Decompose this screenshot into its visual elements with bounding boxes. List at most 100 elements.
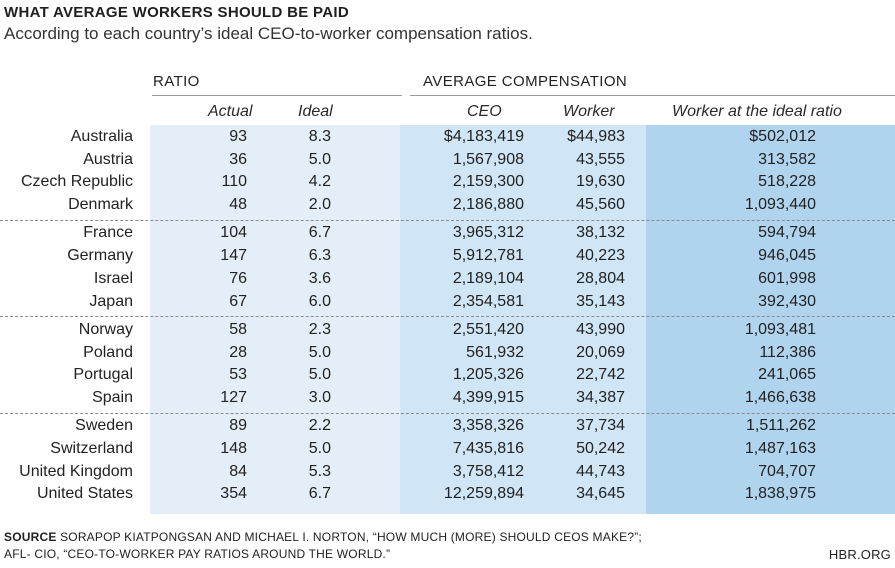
actual-ratio-cell: 53	[229, 366, 247, 384]
country-cell: Portugal	[73, 366, 133, 384]
worker-ideal-compensation-cell: 946,045	[758, 247, 816, 265]
source-text-line-1: SORAPOP KIATPONGSAN AND MICHAEL I. NORTO…	[56, 530, 642, 544]
ceo-compensation-cell: 1,205,326	[452, 366, 524, 384]
country-cell: Japan	[89, 292, 133, 310]
ideal-ratio-cell: 6.7	[308, 224, 331, 242]
worker-compensation-cell: 34,387	[576, 388, 625, 406]
worker-compensation-cell: 45,560	[576, 196, 625, 214]
country-cell: France	[83, 224, 133, 242]
actual-ratio-cell: 76	[229, 269, 247, 287]
worker-compensation-cell: 38,132	[576, 224, 625, 242]
actual-ratio-cell: 89	[229, 417, 247, 435]
ideal-worker-column-background	[646, 125, 895, 514]
worker-compensation-cell: 43,555	[576, 150, 625, 168]
worker-ideal-compensation-cell: 1,093,440	[744, 196, 816, 214]
country-cell: United Kingdom	[19, 462, 133, 480]
ideal-ratio-cell: 2.2	[308, 417, 331, 435]
country-cell: Switzerland	[50, 439, 133, 457]
group-header-ratio: RATIO	[153, 73, 200, 90]
publisher-credit: HBR.ORG	[828, 547, 891, 562]
column-header-actual: Actual	[208, 103, 253, 120]
actual-ratio-cell: 127	[220, 388, 247, 406]
country-cell: Australia	[70, 128, 133, 145]
ideal-ratio-cell: 6.7	[308, 485, 331, 503]
ideal-ratio-cell: 6.0	[308, 292, 331, 310]
ideal-ratio-cell: 8.3	[308, 128, 331, 145]
ideal-ratio-cell: 5.0	[308, 366, 331, 384]
ideal-ratio-cell: 5.0	[308, 343, 331, 361]
column-header-ideal: Ideal	[298, 103, 333, 120]
actual-ratio-cell: 93	[229, 128, 247, 145]
source-note: SOURCE SORAPOP KIATPONGSAN AND MICHAEL I…	[4, 530, 642, 544]
worker-compensation-cell: 43,990	[576, 320, 625, 338]
worker-compensation-cell: 19,630	[576, 173, 625, 191]
compensation-columns-background	[400, 125, 646, 514]
country-cell: Poland	[83, 343, 133, 361]
ceo-compensation-cell: 2,354,581	[452, 292, 524, 310]
actual-ratio-cell: 36	[229, 150, 247, 168]
ceo-compensation-cell: 12,259,894	[443, 485, 524, 503]
worker-ideal-compensation-cell: 1,487,163	[744, 439, 816, 457]
group-header-average-compensation: AVERAGE COMPENSATION	[423, 73, 628, 90]
worker-compensation-cell: 40,223	[576, 247, 625, 265]
ceo-compensation-cell: 561,932	[466, 343, 524, 361]
worker-ideal-compensation-cell: 704,707	[758, 462, 816, 480]
ceo-compensation-cell: 2,189,104	[452, 269, 524, 287]
ideal-ratio-cell: 5.0	[308, 150, 331, 168]
worker-ideal-compensation-cell: 1,466,638	[744, 388, 816, 406]
actual-ratio-cell: 67	[229, 292, 247, 310]
column-header-worker: Worker	[563, 103, 615, 120]
ratio-columns-background	[150, 125, 400, 514]
actual-ratio-cell: 84	[229, 462, 247, 480]
worker-ideal-compensation-cell: 1,511,262	[746, 417, 816, 435]
ideal-ratio-cell: 2.0	[308, 196, 331, 214]
ceo-compensation-cell: 7,435,816	[452, 439, 524, 457]
ceo-compensation-cell: $4,183,419	[443, 128, 524, 145]
source-label: SOURCE	[4, 530, 57, 544]
compensation-group-rule	[410, 95, 895, 96]
group-separator	[0, 412, 895, 414]
worker-ideal-compensation-cell: 313,582	[758, 150, 816, 168]
country-cell: Norway	[78, 320, 133, 338]
ideal-ratio-cell: 5.0	[308, 439, 331, 457]
ceo-compensation-cell: 3,358,326	[452, 417, 524, 435]
worker-compensation-cell: 20,069	[576, 343, 625, 361]
actual-ratio-cell: 104	[220, 224, 247, 242]
worker-ideal-compensation-cell: 518,228	[758, 173, 816, 191]
country-cell: Austria	[83, 150, 133, 168]
country-cell: Germany	[67, 247, 133, 265]
column-header-ceo: CEO	[467, 103, 502, 120]
ceo-compensation-cell: 3,758,412	[452, 462, 524, 480]
chart-title: WHAT AVERAGE WORKERS SHOULD BE PAID	[4, 4, 349, 21]
worker-ideal-compensation-cell: 1,838,975	[744, 485, 816, 503]
actual-ratio-cell: 48	[229, 196, 247, 214]
worker-compensation-cell: 28,804	[576, 269, 625, 287]
country-cell: United States	[36, 485, 133, 503]
group-separator	[0, 219, 895, 221]
ideal-ratio-cell: 2.3	[308, 320, 331, 338]
chart-subtitle: According to each country’s ideal CEO-to…	[4, 24, 533, 43]
country-cell: Denmark	[68, 196, 133, 214]
column-header-worker-at-ideal-ratio: Worker at the ideal ratio	[672, 103, 842, 120]
worker-compensation-cell: 35,143	[576, 292, 625, 310]
country-cell: Sweden	[75, 417, 133, 435]
ideal-ratio-cell: 3.0	[308, 388, 331, 406]
ceo-compensation-cell: 5,912,781	[452, 247, 524, 265]
ceo-compensation-cell: 1,567,908	[452, 150, 524, 168]
worker-compensation-cell: 22,742	[576, 366, 625, 384]
source-text-line-2: AFL- CIO, “CEO-TO-WORKER PAY RATIOS AROU…	[4, 547, 391, 561]
worker-compensation-cell: 50,242	[576, 439, 625, 457]
ideal-ratio-cell: 4.2	[308, 173, 331, 191]
country-cell: Israel	[93, 269, 133, 287]
worker-ideal-compensation-cell: 392,430	[758, 292, 816, 310]
worker-ideal-compensation-cell: 594,794	[758, 224, 816, 242]
actual-ratio-cell: 28	[229, 343, 247, 361]
actual-ratio-cell: 354	[220, 485, 247, 503]
ideal-ratio-cell: 6.3	[308, 247, 331, 265]
worker-ideal-compensation-cell: 1,093,481	[744, 320, 816, 338]
ideal-ratio-cell: 5.3	[308, 462, 331, 480]
actual-ratio-cell: 148	[220, 439, 247, 457]
ceo-compensation-cell: 2,551,420	[452, 320, 524, 338]
ceo-compensation-cell: 3,965,312	[452, 224, 524, 242]
worker-ideal-compensation-cell: 601,998	[758, 269, 816, 287]
